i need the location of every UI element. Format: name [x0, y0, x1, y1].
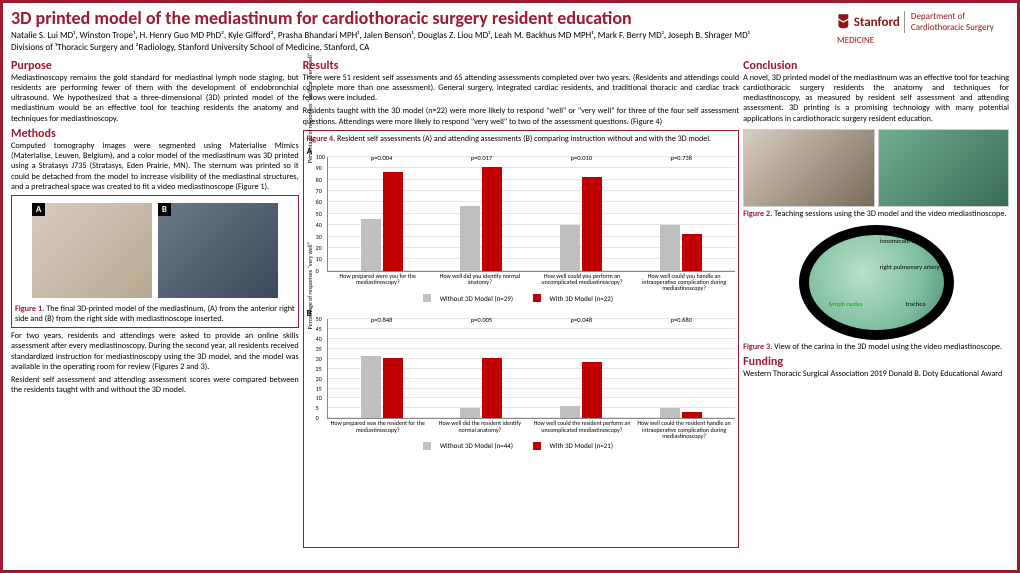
results-text-1: There were 51 resident self assessments … [303, 73, 739, 104]
affiliations: Divisions of ¹Thoracic Surgery and ²Radi… [11, 42, 829, 53]
figure-2-photo-2 [878, 129, 1009, 207]
results-title: Results [303, 59, 739, 73]
figure-4-box: Figure 4. Resident self assessments (A) … [303, 130, 739, 548]
figure-3-box: innominate artery right pulmonary artery… [743, 225, 1009, 352]
header: 3D printed model of the mediastinum for … [7, 7, 1013, 56]
column-right: Conclusion A novel, 3D printed model of … [743, 56, 1009, 548]
column-left: Purpose Mediastinoscopy remains the gold… [11, 56, 299, 548]
figure-2-caption: Figure 2. Teaching sessions using the 3D… [743, 209, 1009, 219]
conclusion-title: Conclusion [743, 59, 1009, 73]
chart-panel-b: B Percentage of responses "very well"051… [307, 308, 735, 453]
legend-a: Without 3D Model (n=29) With 3D Model (n… [307, 294, 735, 305]
methods-text-3: Resident self assessment and attending a… [11, 375, 299, 396]
figure-1b-photo: B [158, 203, 278, 298]
figure-2-box: Figure 2. Teaching sessions using the 3D… [743, 129, 1009, 219]
figure-3-caption: Figure 3. View of the carina in the 3D m… [743, 342, 1009, 352]
funding-title: Funding [743, 355, 1009, 369]
methods-title: Methods [11, 127, 299, 141]
figure-1a-photo: A [32, 203, 152, 298]
conclusion-text: A novel, 3D printed model of the mediast… [743, 73, 1009, 124]
poster: 3D printed model of the mediastinum for … [0, 0, 1020, 573]
purpose-title: Purpose [11, 59, 299, 73]
figure-4-caption: Figure 4. Resident self assessments (A) … [307, 134, 735, 144]
results-text-2: Residents taught with the 3D model (n=22… [303, 106, 739, 127]
authors: Natalie S. Lui MD¹, Winston Trope¹, H. H… [11, 31, 829, 42]
figure-3-scope: innominate artery right pulmonary artery… [799, 225, 954, 340]
figure-1-box: A B Figure 1. The final 3D-printed model… [11, 195, 299, 328]
column-center: Results There were 51 resident self asse… [303, 56, 739, 548]
figure-1-caption: Figure 1. The final 3D-printed model of … [15, 304, 295, 324]
legend-b: Without 3D Model (n=44) With 3D Model (n… [307, 441, 735, 452]
funding-text: Western Thoracic Surgical Association 20… [743, 369, 1009, 379]
poster-title: 3D printed model of the mediastinum for … [11, 9, 829, 29]
stanford-logo: StanfordDepartment of Cardiothoracic Sur… [829, 9, 1009, 46]
methods-text-2: For two years, residents and attendings … [11, 331, 299, 372]
purpose-text: Mediastinoscopy remains the gold standar… [11, 73, 299, 124]
figure-2-photo-1 [743, 129, 874, 207]
methods-text-1: Computed tomography images were segmente… [11, 141, 299, 192]
chart-panel-a: A Percentage of responses "well" or "ver… [307, 146, 735, 306]
